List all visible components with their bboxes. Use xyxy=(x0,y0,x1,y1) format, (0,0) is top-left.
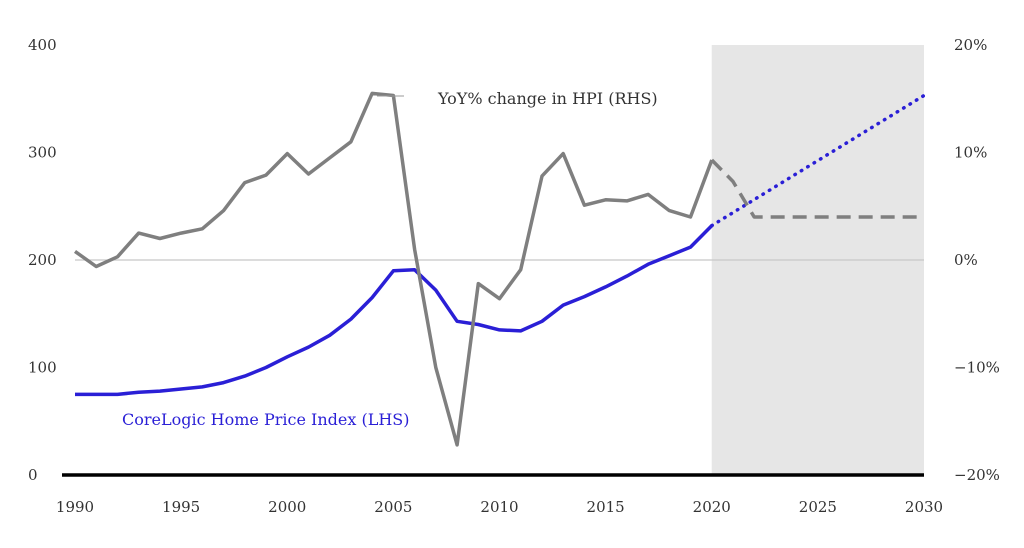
left-tick-label: 100 xyxy=(28,359,57,377)
right-tick-label: 0% xyxy=(954,251,978,269)
left-tick-label: 400 xyxy=(28,36,57,54)
x-tick-label: 1990 xyxy=(56,498,94,516)
hpi-line-solid xyxy=(75,224,714,397)
left-tick-label: 300 xyxy=(28,144,57,162)
right-tick-label: 10% xyxy=(954,144,987,162)
right-tick-label: −10% xyxy=(954,359,1000,377)
left-tick-label: 0 xyxy=(28,466,38,484)
right-tick-label: −20% xyxy=(954,466,1000,484)
left-tick-label: 200 xyxy=(28,251,57,269)
yoy-line-dashed xyxy=(710,158,924,219)
x-tick-label: 1995 xyxy=(162,498,200,516)
x-tick-label: 2005 xyxy=(374,498,412,516)
left-axis: 0 100 200 300 400 xyxy=(28,36,57,484)
right-axis: −20% −10% 0% 10% 20% xyxy=(954,36,1000,484)
x-tick-label: 2030 xyxy=(905,498,943,516)
hpi-series-label: CoreLogic Home Price Index (LHS) xyxy=(122,410,409,429)
x-tick-label: 2015 xyxy=(587,498,625,516)
yoy-series-label: YoY% change in HPI (RHS) xyxy=(437,89,658,108)
x-tick-label: 2010 xyxy=(480,498,518,516)
x-tick-label: 2025 xyxy=(799,498,837,516)
x-axis: 1990 1995 2000 2005 2010 2015 2020 2025 2030 xyxy=(56,498,943,516)
x-tick-label: 2020 xyxy=(693,498,731,516)
right-tick-label: 20% xyxy=(954,36,987,54)
x-tick-label: 2000 xyxy=(268,498,306,516)
annotations: YoY% change in HPI (RHS) CoreLogic Home … xyxy=(122,89,658,429)
